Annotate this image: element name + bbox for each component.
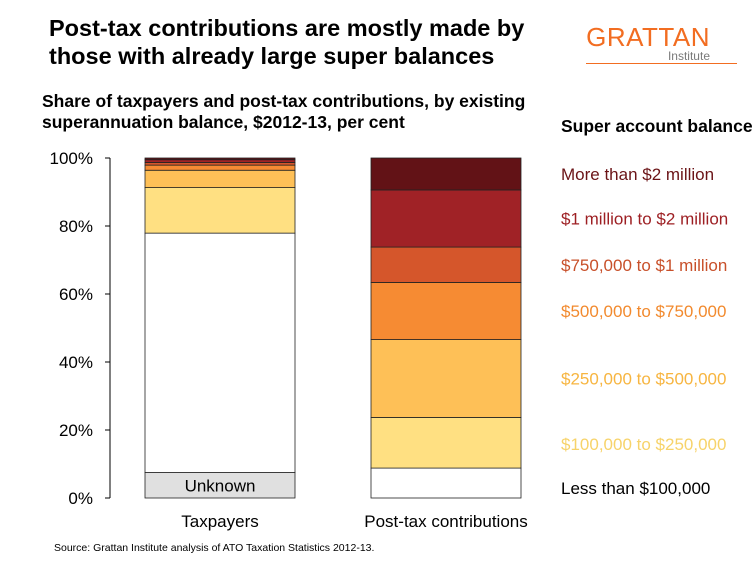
y-tick-label: 80% [59, 217, 93, 236]
bar-segment-contributions-5 [370, 246, 522, 283]
logo-main-text: GRATTAN [586, 22, 710, 52]
chart-title: Post-tax contributions are mostly made b… [49, 15, 525, 69]
logo-divider [586, 63, 737, 64]
legend-entry: $500,000 to $750,000 [561, 302, 726, 321]
legend-entry: $250,000 to $500,000 [561, 369, 726, 388]
bar-segment-taxpayers-1 [144, 232, 296, 473]
legend-entry: $1 million to $2 million [561, 210, 728, 229]
source-note: Source: Grattan Institute analysis of AT… [54, 542, 375, 554]
grattan-logo: GRATTAN Institute [586, 24, 710, 63]
logo-sub-text: Institute [667, 49, 710, 63]
bar-segment-contributions-4 [370, 282, 522, 340]
legend-entry: $100,000 to $250,000 [561, 435, 726, 454]
y-tick-label: 60% [59, 285, 93, 304]
bar-segment-contributions-3 [370, 339, 522, 418]
legend-title: Super account balance [561, 116, 753, 136]
y-tick-label: 0% [68, 489, 93, 508]
bar-segment-taxpayers-5 [144, 162, 296, 166]
bar-segment-contributions-1 [370, 467, 522, 499]
bar-segment-contributions-6 [370, 189, 522, 248]
legend-entry: Less than $100,000 [561, 479, 710, 498]
legend-entry: $750,000 to $1 million [561, 256, 727, 275]
x-category-label: Taxpayers [181, 512, 258, 531]
bar-segment-taxpayers-6 [144, 159, 296, 163]
y-tick-label: 20% [59, 421, 93, 440]
bar-segment-taxpayers-7 [144, 157, 296, 161]
bar-segment-taxpayers-2 [144, 187, 296, 234]
bar-segment-taxpayers-4 [144, 164, 296, 171]
bar-segment-taxpayers-0 [144, 472, 296, 499]
bar-segment-taxpayers-3 [144, 169, 296, 188]
y-tick-label: 100% [50, 149, 93, 168]
legend-entry: More than $2 million [561, 165, 714, 184]
x-category-label: Post-tax contributions [364, 512, 527, 531]
bar-segment-contributions-2 [370, 417, 522, 469]
unknown-segment-label: Unknown [185, 476, 256, 495]
y-tick-label: 40% [59, 353, 93, 372]
chart-subtitle: Share of taxpayers and post-tax contribu… [42, 91, 526, 132]
bar-segment-contributions-7 [370, 157, 522, 191]
